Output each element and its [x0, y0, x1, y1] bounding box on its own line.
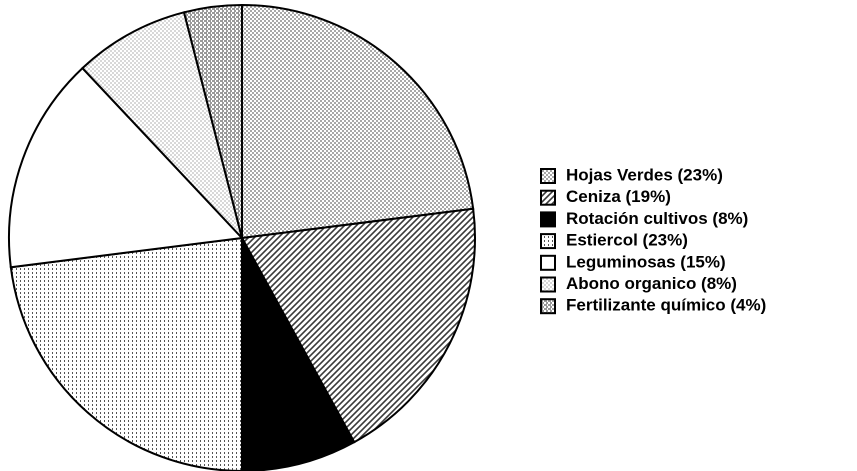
legend-label: Ceniza (19%) — [566, 187, 671, 206]
pie-slice — [241, 3, 475, 240]
legend-swatch — [540, 189, 556, 206]
legend-label: Leguminosas (15%) — [566, 252, 726, 271]
legend-label: Rotación cultivos (8%) — [566, 209, 748, 228]
legend-label: Estiercol (23%) — [566, 231, 688, 250]
pie-slice — [9, 236, 243, 471]
pie-slice — [8, 66, 245, 269]
pie-slice — [240, 207, 476, 444]
legend-swatch — [540, 211, 556, 228]
legend-swatch — [540, 168, 556, 184]
legend-swatch — [540, 254, 556, 271]
legend-swatch — [540, 233, 556, 250]
legend-swatch — [540, 276, 556, 293]
legend-swatch — [540, 298, 556, 315]
legend-label: Hojas Verdes (23%) — [566, 165, 723, 184]
pie-slice — [182, 3, 243, 239]
legend-label: Fertilizante químico (4%) — [566, 296, 766, 315]
legend-label: Abono organico (8%) — [566, 274, 737, 293]
pie-slice — [81, 11, 243, 239]
